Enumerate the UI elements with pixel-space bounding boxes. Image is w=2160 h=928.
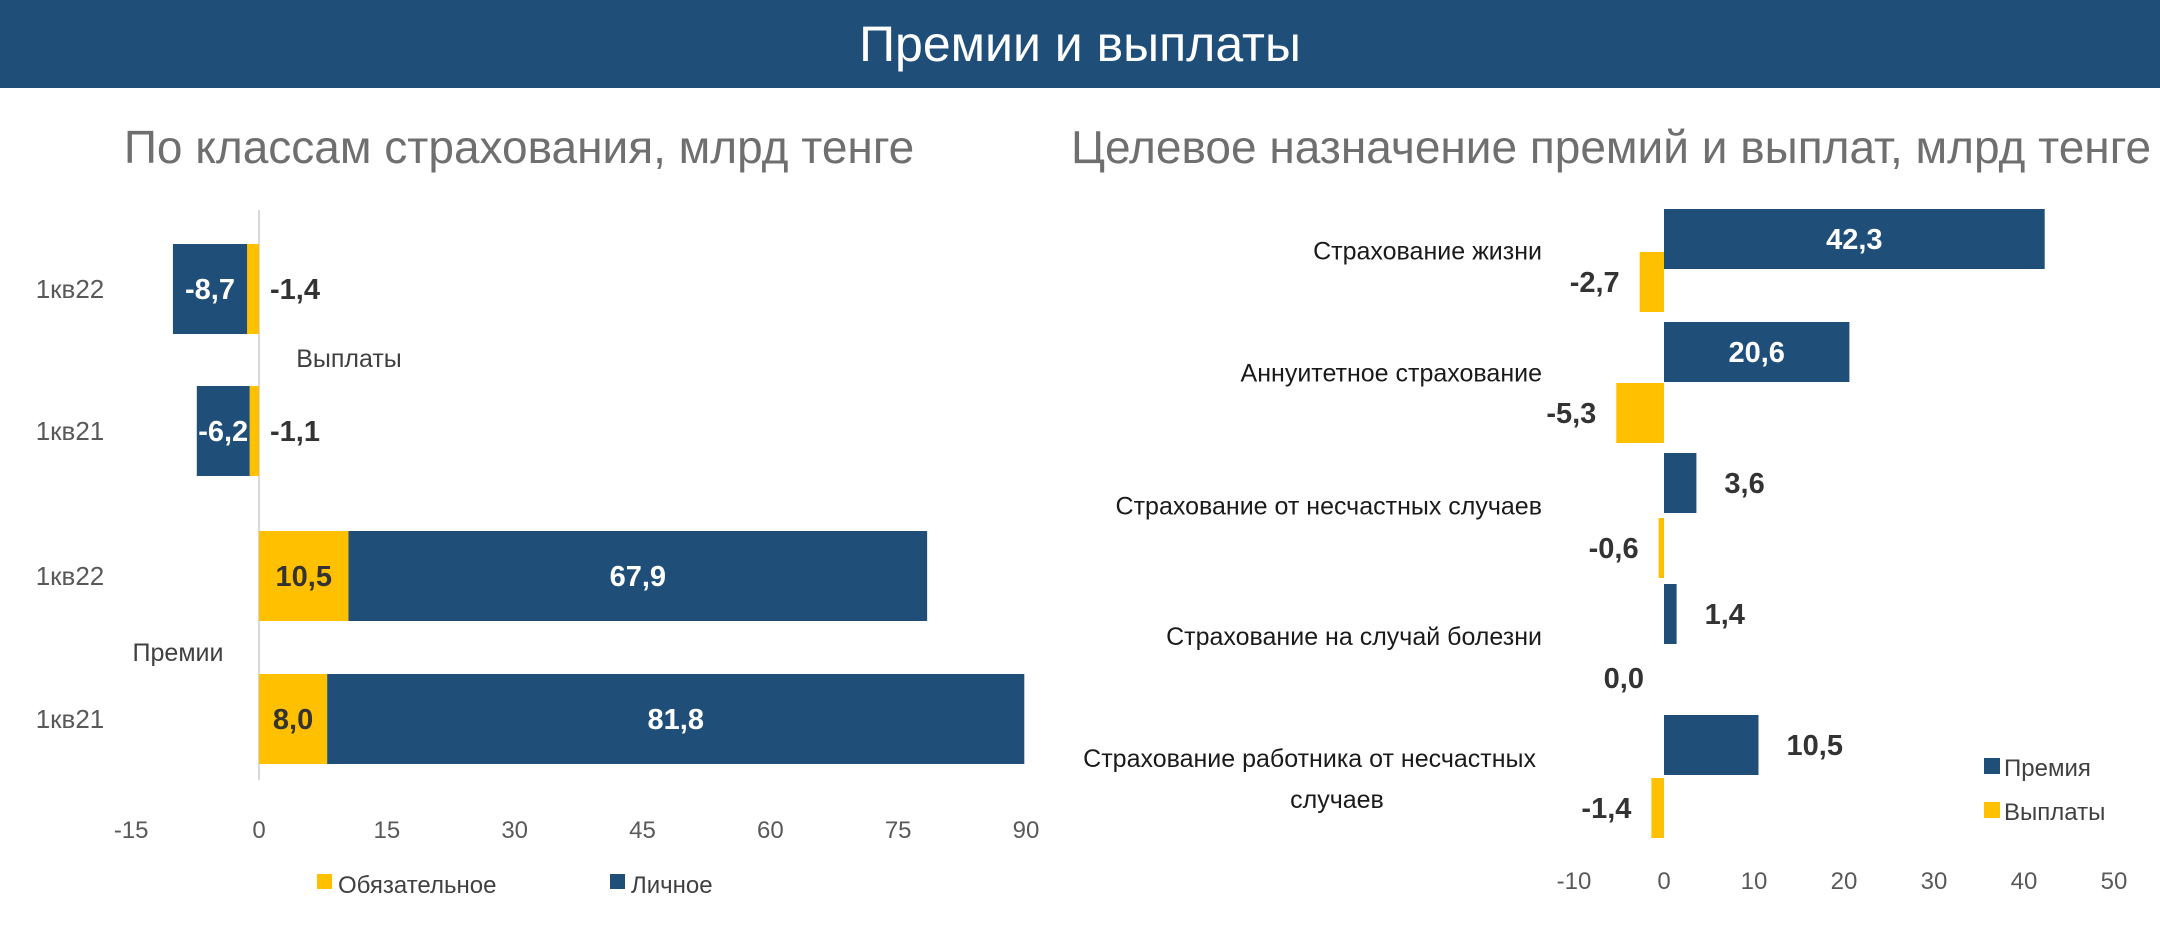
category-label: 1кв21 — [36, 416, 105, 446]
data-label-payout: -1,4 — [1581, 793, 1631, 825]
bar-premium — [1664, 322, 1850, 382]
group-label-premiums: Премии — [133, 639, 224, 667]
bar-premium — [1664, 584, 1677, 644]
legend-swatch-premium — [1984, 758, 2000, 774]
x-tick-label: 0 — [252, 817, 265, 844]
x-tick-label: 50 — [2101, 868, 2128, 895]
data-label-payout: 0,0 — [1604, 663, 1644, 695]
page-title: Премии и выплаты — [859, 16, 1301, 72]
x-tick-label: 30 — [1921, 868, 1948, 895]
data-label-obligatory: 10,5 — [276, 561, 332, 593]
data-label-payout: -2,7 — [1570, 267, 1620, 299]
legend-swatch-personal — [610, 874, 625, 889]
data-label-payout: -0,6 — [1589, 533, 1639, 565]
bar-premium — [1664, 209, 2045, 269]
bar-obligatory — [247, 244, 259, 334]
bar-personal — [348, 531, 928, 621]
legend-swatch-obligatory — [317, 874, 332, 889]
bar-payout — [1651, 778, 1664, 838]
bar-obligatory — [249, 386, 259, 476]
legend-label-personal: Личное — [631, 872, 713, 899]
right-chart-title: Целевое назначение премий и выплат, млрд… — [1071, 121, 2151, 173]
category-label: Аннуитетное страхование — [1241, 360, 1542, 388]
data-label-obligatory: -1,1 — [270, 416, 320, 448]
data-label-premium: 42,3 — [1826, 224, 1882, 256]
bar-obligatory — [259, 674, 328, 764]
category-label: 1кв22 — [36, 274, 105, 304]
x-tick-label: 60 — [757, 817, 784, 844]
x-tick-label: 15 — [373, 817, 400, 844]
data-label-premium: 3,6 — [1724, 468, 1764, 500]
bar-premium — [1664, 453, 1697, 513]
legend-swatch-payout — [1984, 802, 2000, 818]
legend-label-payout: Выплаты — [2004, 799, 2105, 826]
group-label-payouts: Выплаты — [296, 345, 402, 373]
data-label-personal: 81,8 — [648, 704, 704, 736]
data-label-obligatory: -1,4 — [270, 274, 320, 306]
x-tick-label: 40 — [2011, 868, 2038, 895]
left-chart-title: По классам страхования, млрд тенге — [124, 121, 914, 173]
bar-personal — [196, 386, 250, 476]
data-label-premium: 10,5 — [1787, 730, 1843, 762]
category-label: 1кв22 — [36, 561, 105, 591]
legend-label-premium: Премия — [2004, 755, 2091, 782]
x-tick-label: 10 — [1741, 868, 1768, 895]
x-tick-label: -10 — [1557, 868, 1592, 895]
bar-personal — [327, 674, 1025, 764]
x-tick-label: -15 — [114, 817, 149, 844]
x-tick-label: 45 — [629, 817, 656, 844]
x-tick-label: 75 — [885, 817, 912, 844]
x-tick-label: 30 — [501, 817, 528, 844]
category-label: Страхование жизни — [1313, 238, 1542, 266]
bar-premium — [1664, 715, 1759, 775]
category-label: Страхование работника от несчастных — [1083, 745, 1536, 773]
bar-personal — [172, 244, 248, 334]
category-label: случаев — [1290, 786, 1384, 814]
bar-payout — [1616, 383, 1664, 443]
x-tick-label: 20 — [1831, 868, 1858, 895]
bar-obligatory — [259, 531, 349, 621]
data-label-premium: 1,4 — [1705, 599, 1745, 631]
category-label: Страхование от несчастных случаев — [1116, 493, 1542, 521]
data-label-premium: 20,6 — [1728, 337, 1784, 369]
data-label-personal: -6,2 — [198, 416, 248, 448]
data-label-obligatory: 8,0 — [273, 704, 313, 736]
category-label: 1кв21 — [36, 704, 105, 734]
header-banner — [0, 0, 2160, 88]
category-label: Страхование на случай болезни — [1166, 623, 1542, 651]
bar-payout — [1658, 518, 1664, 578]
data-label-personal: 67,9 — [610, 561, 666, 593]
data-label-payout: -5,3 — [1546, 398, 1596, 430]
legend-label-obligatory: Обязательное — [338, 872, 496, 899]
data-label-personal: -8,7 — [185, 274, 235, 306]
x-tick-label: 90 — [1013, 817, 1040, 844]
x-tick-label: 0 — [1657, 868, 1670, 895]
bar-payout — [1639, 252, 1664, 312]
